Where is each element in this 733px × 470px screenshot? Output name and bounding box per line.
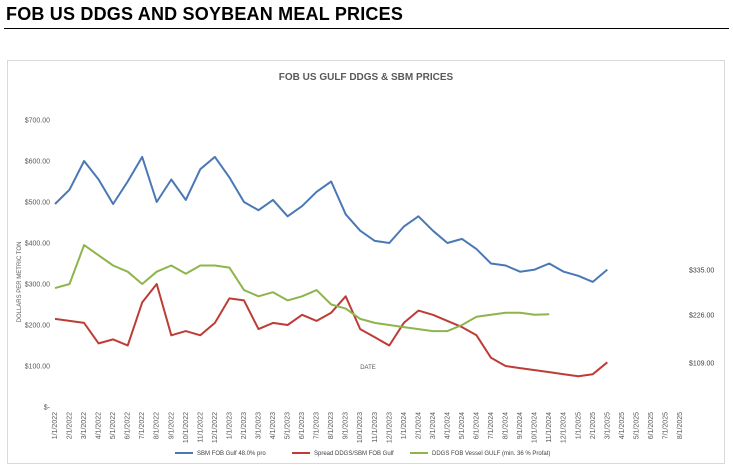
- x-tick-label: 1/1/2024: [401, 412, 408, 439]
- y-tick-label: $400.00: [25, 241, 50, 248]
- x-tick-label: 4/1/2022: [96, 412, 103, 439]
- x-tick-label: 3/1/2022: [81, 412, 88, 439]
- x-tick-label: 12/1/2022: [212, 412, 219, 443]
- x-tick-label: 6/1/2025: [648, 412, 655, 439]
- chart-frame: [7, 60, 725, 464]
- chart-title: FOB US GULF DDGS & SBM PRICES: [279, 72, 454, 83]
- x-tick-label: 3/1/2023: [255, 412, 262, 439]
- chart-legend: SBM FOB Gulf 48.0% pro Spread DDGS/SBM FO…: [175, 451, 550, 457]
- legend-entry: DDGS FOB Vessel GULF (min. 36 % Profat): [432, 451, 550, 457]
- x-tick-label: 1/1/2022: [52, 412, 59, 439]
- heading-divider: [4, 28, 729, 29]
- y-tick-label: $300.00: [25, 282, 50, 289]
- x-tick-label: 6/1/2022: [125, 412, 132, 439]
- x-tick-label: 2/1/2024: [415, 412, 422, 439]
- series-line-1: [54, 155, 608, 283]
- x-tick-labels: 1/1/2022 2/1/2022 3/1/2022 4/1/2022 5/1/2022…: [52, 412, 684, 443]
- legend-entry: Spread DDGS/SBM FOB Gulf: [314, 451, 394, 457]
- x-tick-label: 11/1/2022: [197, 412, 204, 443]
- x-tick-label: 9/1/2022: [168, 412, 175, 439]
- x-tick-label: 11/1/2023: [372, 412, 379, 443]
- y-tick-label: $100.00: [25, 364, 50, 371]
- x-tick-label: 6/1/2023: [299, 412, 306, 439]
- x-tick-label: 8/1/2024: [503, 412, 510, 439]
- x-tick-label: 8/1/2025: [677, 412, 684, 439]
- x-tick-label: 6/1/2024: [474, 412, 481, 439]
- x-tick-label: 8/1/2022: [154, 412, 161, 439]
- x-tick-label: 1/1/2025: [575, 412, 582, 439]
- y-axis-label: DOLLARS PER METRIC TON: [17, 242, 23, 323]
- x-tick-label: 2/1/2022: [67, 412, 74, 439]
- end-value-label: $335.00: [689, 268, 714, 275]
- x-tick-label: 7/1/2024: [488, 412, 495, 439]
- x-tick-label: 2/1/2023: [241, 412, 248, 439]
- x-tick-label: 4/1/2023: [270, 412, 277, 439]
- x-tick-label: 9/1/2023: [343, 412, 350, 439]
- x-tick-label: 4/1/2025: [619, 412, 626, 439]
- y-tick-label: $-: [44, 405, 51, 412]
- x-tick-label: 2/1/2025: [590, 412, 597, 439]
- y-tick-label: $600.00: [25, 159, 50, 166]
- series-lines: [54, 155, 608, 378]
- x-tick-label: 11/1/2024: [546, 412, 553, 443]
- series-line-2: [54, 283, 608, 378]
- x-tick-label: 8/1/2023: [328, 412, 335, 439]
- end-value-labels: $335.00 $109.00 $226.00: [689, 268, 714, 368]
- y-tick-label: $500.00: [25, 200, 50, 207]
- end-value-label: $109.00: [689, 360, 714, 367]
- x-tick-label: 10/1/2022: [183, 412, 190, 443]
- x-tick-label: 3/1/2024: [430, 412, 437, 439]
- end-value-label: $226.00: [689, 312, 714, 319]
- x-tick-label: 10/1/2024: [532, 412, 539, 443]
- x-axis-label: DATE: [360, 365, 376, 371]
- x-tick-label: 5/1/2025: [633, 412, 640, 439]
- y-tick-label: $700.00: [25, 118, 50, 125]
- x-tick-label: 7/1/2022: [139, 412, 146, 439]
- x-tick-label: 12/1/2024: [561, 412, 568, 443]
- x-tick-label: 5/1/2023: [285, 412, 292, 439]
- x-tick-label: 3/1/2025: [604, 412, 611, 439]
- y-tick-label: $200.00: [25, 323, 50, 330]
- series-line-3: [54, 244, 550, 333]
- x-tick-label: 4/1/2024: [444, 412, 451, 439]
- x-tick-label: 7/1/2025: [662, 412, 669, 439]
- x-tick-label: 1/1/2023: [226, 412, 233, 439]
- y-tick-labels: $- $100.00 $200.00 $300.00 $400.00 $500.00 $60…: [25, 118, 51, 412]
- legend-entry: SBM FOB Gulf 48.0% pro: [197, 451, 266, 457]
- x-tick-label: 10/1/2023: [357, 412, 364, 443]
- x-tick-label: 5/1/2024: [459, 412, 466, 439]
- page-heading: FOB US DDGS AND SOYBEAN MEAL PRICES: [6, 4, 404, 24]
- x-tick-label: 9/1/2024: [517, 412, 524, 439]
- x-tick-label: 12/1/2023: [386, 412, 393, 443]
- x-tick-label: 7/1/2023: [314, 412, 321, 439]
- x-tick-label: 5/1/2022: [110, 412, 117, 439]
